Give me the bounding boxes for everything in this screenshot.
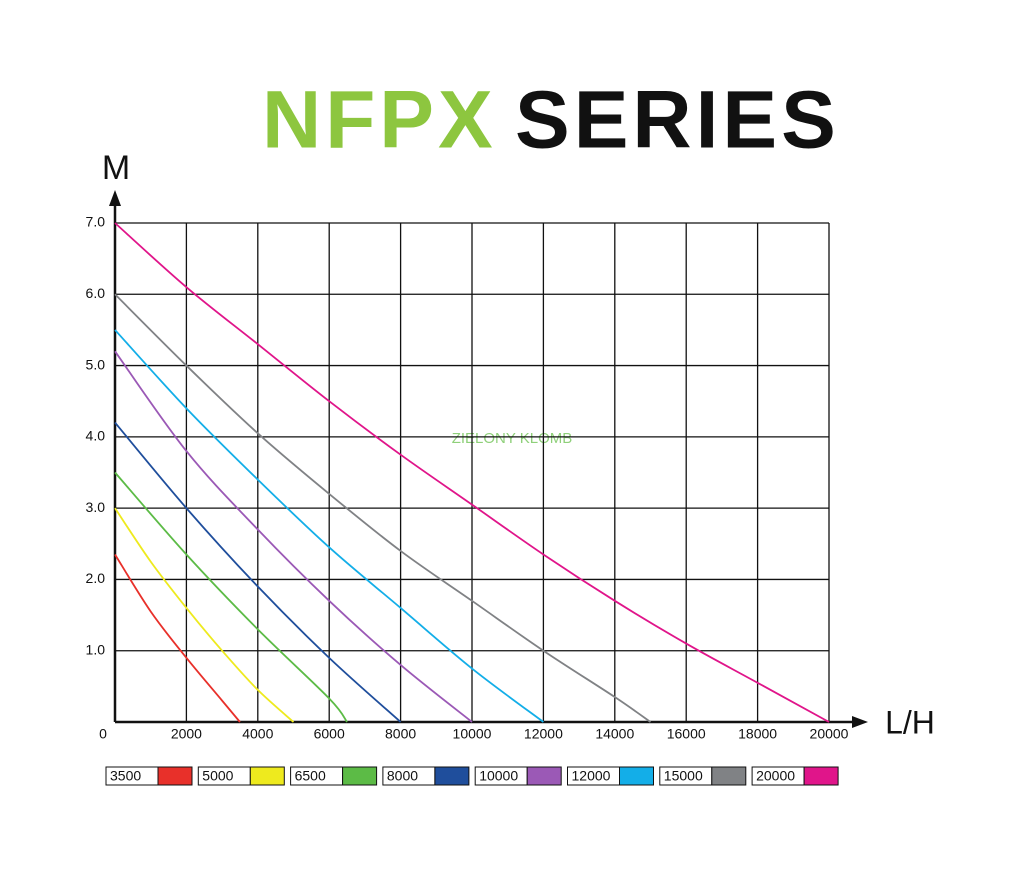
x-tick-label: 14000: [595, 726, 634, 742]
y-tick-label: 1.0: [86, 641, 106, 657]
x-tick-label: 2000: [171, 726, 202, 742]
x-tick-label: 0: [99, 726, 107, 742]
y-tick-label: 6.0: [86, 285, 106, 301]
legend-swatch: [619, 766, 654, 786]
legend-swatch: [526, 766, 562, 786]
x-axis-arrow: [852, 716, 868, 728]
legend-label: 3500: [110, 768, 141, 784]
curve: [114, 471, 348, 723]
y-tick-label: 2.0: [86, 570, 106, 586]
x-tick-label: 12000: [524, 726, 563, 742]
x-axis-label: L/H: [885, 704, 935, 740]
legend-label: 20000: [756, 768, 795, 784]
curve: [114, 350, 473, 723]
title-series: SERIES: [515, 75, 840, 166]
curve: [114, 293, 652, 723]
legend-label: 12000: [572, 768, 611, 784]
curve: [114, 554, 241, 723]
x-tick-label: 16000: [667, 726, 706, 742]
watermark: ZIELONY KLOMB: [452, 430, 573, 447]
curve: [114, 422, 402, 723]
x-tick-label: 20000: [810, 726, 849, 742]
curve: [114, 222, 830, 723]
legend-swatch: [342, 766, 378, 786]
legend-label: 6500: [295, 768, 326, 784]
title-brand: NFPX: [262, 75, 497, 166]
legend-swatch: [803, 766, 839, 786]
legend-label: 15000: [664, 768, 703, 784]
legend-label: 8000: [387, 768, 418, 784]
legend-swatch: [711, 766, 747, 786]
y-axis-label: M: [102, 149, 130, 187]
legend-swatch: [157, 766, 193, 786]
y-tick-label: 7.0: [86, 214, 106, 230]
legend-swatch: [434, 766, 470, 786]
x-tick-label: 6000: [314, 726, 345, 742]
x-tick-label: 18000: [738, 726, 777, 742]
legend-label: 5000: [202, 768, 233, 784]
x-tick-label: 10000: [453, 726, 492, 742]
y-axis-arrow: [109, 190, 121, 206]
y-tick-label: 5.0: [86, 356, 106, 372]
curve: [114, 507, 295, 723]
legend-swatch: [249, 766, 285, 786]
y-tick-label: 4.0: [86, 428, 106, 444]
legend-label: 10000: [479, 768, 518, 784]
x-tick-label: 8000: [385, 726, 416, 742]
y-tick-label: 3.0: [86, 499, 106, 515]
x-tick-label: 4000: [242, 726, 273, 742]
curve: [114, 329, 544, 723]
